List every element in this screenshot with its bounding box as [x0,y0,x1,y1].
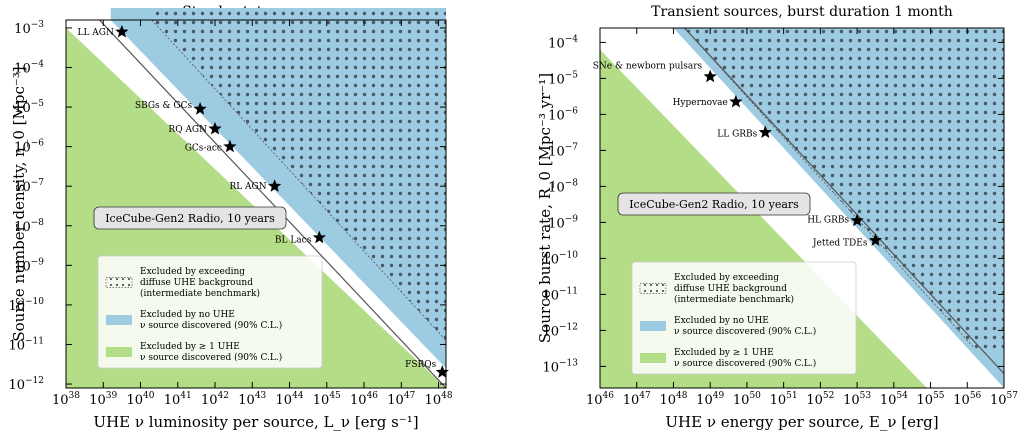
x-tick-label: 1054 [880,391,908,408]
source-star [435,365,449,378]
legend-entry-text: (intermediate benchmark) [140,288,260,299]
x-tick-label: 1048 [659,391,687,408]
source-star [703,69,717,83]
legend-swatch-green [640,353,666,363]
x-tick-label: 1045 [313,391,341,408]
x-tick-label: 1043 [238,391,266,408]
reference-line [99,19,446,388]
x-tick-label: 1044 [276,391,304,408]
source-star [729,94,743,108]
x-tick-label: 1051 [770,391,798,408]
x-tick-label: 1048 [425,391,453,408]
x-tick-label: 1049 [696,391,724,408]
legend-entry-text: ν source discovered (90% C.L.) [140,352,282,363]
source-label: SBGs & GCs [135,101,193,111]
y-tick-label: 10−3 [14,20,44,37]
source-star [267,179,282,192]
source-star [115,24,129,38]
axis-ticks: 1046 1047 1048 1049 1050 1051 1052 1053 1054 1055… [542,28,1018,408]
dotted-exclusion-region [151,8,446,341]
source-star [850,213,864,227]
source-label: HL GRBs [807,216,849,226]
source-label: Hypernovae [673,98,728,108]
x-tick-label: 1050 [733,391,761,408]
source-star [758,125,772,139]
y-tick-label: 10−13 [542,358,578,375]
legend-swatch-green [106,347,132,357]
x-tick-label: 1047 [387,391,415,408]
x-tick-label: 1042 [201,391,229,408]
source-label: RL AGN [229,182,266,192]
source-star [312,230,326,244]
source-star [193,102,207,115]
legend-entry-text: Excluded by no UHE [140,310,235,320]
x-tick-label: 1040 [127,391,155,408]
source-label: FSRQs [405,360,437,370]
plot-frame [599,27,1005,389]
legend-swatch-dotted [105,277,133,288]
reference-line [684,28,1004,375]
legend-entry-text: Excluded by exceeding [674,273,779,283]
legend-entry-text: ν source discovered (90% C.L.) [140,320,282,331]
source-label: BL Lacs [275,236,312,246]
x-tick-label: 1039 [89,391,117,408]
x-tick-label: 1046 [586,391,614,408]
legend-entry-text: Excluded by exceeding [140,267,245,277]
y-axis-label: Source number density, n_0 [Mpc⁻³] [10,66,28,341]
y-axis-label: Source burst rate, R_0 [Mpc⁻³ yr⁻¹] [536,73,554,343]
x-tick-label: 1053 [843,391,871,408]
x-axis-label: UHE ν luminosity per source, L_ν [erg s⁻… [93,413,418,431]
annotation-text: IceCube-Gen2 Radio, 10 years [105,212,275,225]
legend-swatch-dotted [639,283,667,294]
source-markers: SNe & newborn pulsars Hypernovae LL GRBs HL… [593,62,883,248]
dotted-region-edge [684,28,975,349]
x-tick-label: 1055 [917,391,945,408]
x-tick-label: 1056 [953,391,981,408]
annotation-box: IceCube-Gen2 Radio, 10 years [617,192,811,216]
annotation-text: IceCube-Gen2 Radio, 10 years [629,198,799,211]
panel-title: Transient sources, burst duration 1 mont… [651,4,953,20]
legend-frame [631,261,857,375]
legend-entry-text: ν source discovered (90% C.L.) [674,358,816,369]
x-axis-label: UHE ν energy per source, E_ν [erg] [665,413,938,431]
x-tick-label: 1041 [164,391,192,408]
source-label: RQ AGN [168,125,207,135]
source-label: Jetted TDEs [812,238,868,248]
legend-entry-text: Excluded by no UHE [674,316,769,326]
x-tick-label: 1047 [623,391,651,408]
source-markers: LL AGN SBGs & GCs RQ AGN GCs-acc RL AGN BL La… [77,24,449,378]
x-tick-label: 1052 [806,391,834,408]
legend-entry-text: Excluded by ≥ 1 UHE [674,348,774,358]
y-tick-label: 10−12 [8,376,44,393]
legend-entry-text: ν source discovered (90% C.L.) [674,326,816,337]
legend-frame [97,255,323,369]
source-label: LL AGN [77,28,114,38]
x-tick-label: 1046 [350,391,378,408]
dotted-exclusion-region [684,28,1004,349]
legend-entry-text: diffuse UHE background [674,284,787,294]
transient-panel: Transient sources, burst duration 1 mont… [536,4,1018,431]
legend-entry-text: Excluded by ≥ 1 UHE [140,342,240,352]
source-label: GCs-acc [185,144,222,154]
source-label: LL GRBs [717,129,757,139]
plot-frame [65,19,447,389]
legend-swatch-blue [106,315,132,325]
source-star [868,233,883,247]
dotted-region-edge [151,19,446,341]
y-tick-label: 10−4 [548,34,578,51]
source-label: SNe & newborn pulsars [593,62,703,72]
annotation-box: IceCube-Gen2 Radio, 10 years [93,206,287,230]
steady-state-panel: Steady-state sources 1038103910401041104… [8,4,453,431]
source-star [208,121,222,135]
source-star [223,139,237,153]
legend-swatch-blue [640,321,666,331]
legend-entry-text: diffuse UHE background [140,278,253,288]
x-tick-label: 1038 [52,391,80,408]
legend-entry-text: (intermediate benchmark) [674,294,794,305]
x-tick-label: 1057 [990,391,1018,408]
